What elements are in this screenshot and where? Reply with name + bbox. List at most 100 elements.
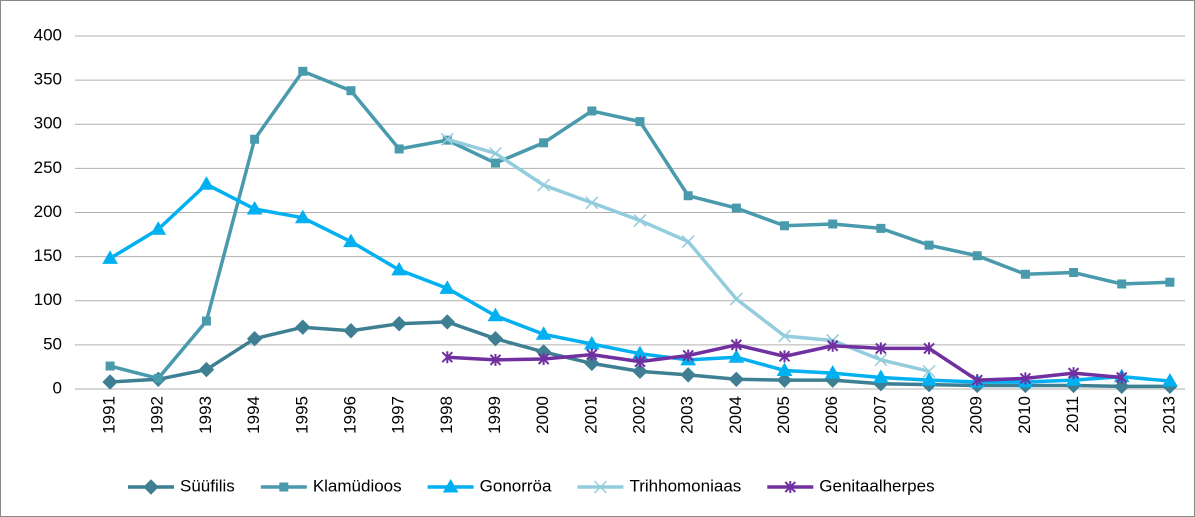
marker xyxy=(537,178,551,192)
marker xyxy=(343,323,359,339)
marker xyxy=(198,176,215,190)
legend-item: Klamüdioos xyxy=(260,476,402,495)
x-tick-label: 2010 xyxy=(1015,396,1034,434)
marker xyxy=(487,330,504,347)
legend-item: Süüfilis xyxy=(128,476,235,495)
marker xyxy=(490,158,500,168)
marker xyxy=(250,134,260,144)
marker xyxy=(1117,279,1127,289)
marker xyxy=(824,365,841,379)
marker xyxy=(102,250,118,264)
x-tick-label: 1996 xyxy=(340,396,359,434)
marker xyxy=(586,348,598,361)
marker xyxy=(1067,367,1080,380)
marker xyxy=(394,144,404,154)
marker xyxy=(874,353,888,367)
marker xyxy=(1020,269,1030,279)
marker xyxy=(680,367,696,383)
marker xyxy=(198,361,215,378)
legend-item: Gonorröa xyxy=(427,476,552,495)
marker xyxy=(105,361,115,371)
x-tick-label: 1997 xyxy=(389,396,408,434)
marker xyxy=(587,106,597,116)
x-tick-label: 2000 xyxy=(533,396,552,434)
marker xyxy=(875,342,887,355)
x-tick-label: 2002 xyxy=(629,396,648,434)
marker xyxy=(346,86,356,96)
marker xyxy=(730,338,743,351)
y-tick-label: 100 xyxy=(34,290,62,309)
marker xyxy=(539,138,549,148)
marker xyxy=(1065,372,1082,386)
marker xyxy=(298,66,308,76)
x-tick-label: 1998 xyxy=(437,396,456,434)
marker xyxy=(826,339,839,352)
marker xyxy=(1116,371,1128,384)
marker xyxy=(872,369,889,384)
marker xyxy=(828,219,838,229)
marker xyxy=(439,280,456,294)
marker xyxy=(1114,378,1130,395)
x-tick-label: 2008 xyxy=(919,396,938,434)
y-tick-label: 200 xyxy=(34,202,62,221)
marker xyxy=(731,203,741,213)
marker xyxy=(635,117,645,127)
marker xyxy=(294,209,311,224)
legend-label: Trihhomoniaas xyxy=(629,476,741,495)
marker xyxy=(681,235,695,249)
x-tick-label: 2001 xyxy=(581,396,600,434)
y-tick-label: 0 xyxy=(53,378,62,397)
marker xyxy=(728,349,745,363)
legend-item: Trihhomoniaas xyxy=(577,476,741,495)
marker xyxy=(343,233,359,248)
x-tick-label: 1999 xyxy=(485,396,504,434)
marker xyxy=(683,191,693,201)
marker xyxy=(487,307,504,322)
marker xyxy=(1069,268,1079,278)
y-tick-label: 300 xyxy=(34,114,62,133)
legend-label: Gonorröa xyxy=(480,476,552,495)
marker xyxy=(150,221,167,235)
marker xyxy=(535,326,552,340)
x-tick-label: 2007 xyxy=(870,396,889,434)
y-tick-label: 50 xyxy=(43,334,62,353)
marker xyxy=(440,132,454,146)
x-tick-label: 1994 xyxy=(244,396,263,434)
marker xyxy=(1165,277,1175,287)
marker xyxy=(971,374,983,387)
marker xyxy=(442,479,459,493)
marker xyxy=(584,355,600,372)
marker xyxy=(780,221,790,231)
x-tick-label: 1991 xyxy=(100,396,119,434)
marker xyxy=(634,355,646,368)
legend-label: Genitaalherpes xyxy=(819,476,934,495)
x-tick-label: 2005 xyxy=(774,396,793,434)
y-tick-label: 400 xyxy=(34,25,62,44)
marker xyxy=(439,314,456,330)
marker xyxy=(778,350,791,363)
x-tick-label: 2004 xyxy=(726,396,745,434)
marker xyxy=(153,373,163,383)
marker xyxy=(585,196,599,210)
marker xyxy=(777,329,792,343)
legend-label: Süüfilis xyxy=(180,476,235,495)
marker xyxy=(279,482,289,492)
marker xyxy=(922,364,936,378)
marker xyxy=(246,200,263,215)
marker xyxy=(201,316,211,326)
marker xyxy=(537,352,550,365)
marker xyxy=(876,223,886,233)
marker xyxy=(391,315,407,332)
marker xyxy=(682,349,694,362)
marker xyxy=(632,363,648,380)
marker xyxy=(784,481,796,493)
y-tick-label: 350 xyxy=(34,70,62,89)
marker xyxy=(391,261,408,276)
marker xyxy=(593,480,607,494)
marker xyxy=(489,353,502,366)
x-tick-label: 1992 xyxy=(148,396,167,434)
y-tick-label: 250 xyxy=(34,158,62,177)
marker xyxy=(441,351,454,364)
